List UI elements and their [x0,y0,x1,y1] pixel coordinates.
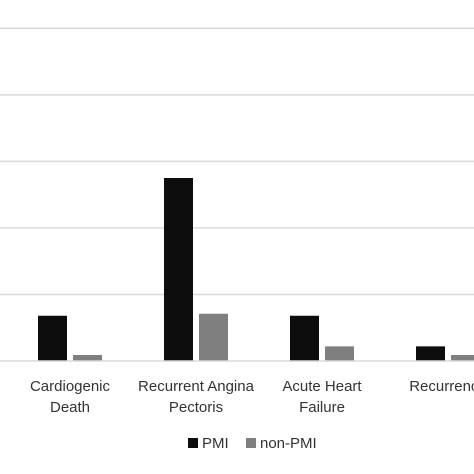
bar-non-pmi-0 [73,355,102,361]
legend-swatch-non-pmi [246,438,256,448]
x-tick-label: Acute Heart Failure [282,378,362,416]
bars [38,178,474,361]
bar-pmi-1 [164,178,193,361]
x-tick-labels: Cardiogenic Death Recurrent Angina Pectoris… [30,378,474,416]
bar-pmi-3 [416,346,445,361]
bar-pmi-2 [290,315,319,361]
bar-non-pmi-1 [199,313,228,361]
x-tick-label: Cardiogenic Death [30,378,111,416]
legend: PMI non-PMI [188,435,317,452]
gridlines [0,27,474,296]
bar-pmi-0 [38,315,67,361]
bar-non-pmi-3 [451,355,474,361]
legend-label-pmi: PMI [202,435,229,452]
x-tick-label: Recurrent Angina Pectoris [138,378,255,416]
bar-non-pmi-2 [325,346,354,361]
x-tick-label: Recurrence [409,378,474,395]
legend-label-non-pmi: non-PMI [260,435,317,452]
legend-swatch-pmi [188,438,198,448]
